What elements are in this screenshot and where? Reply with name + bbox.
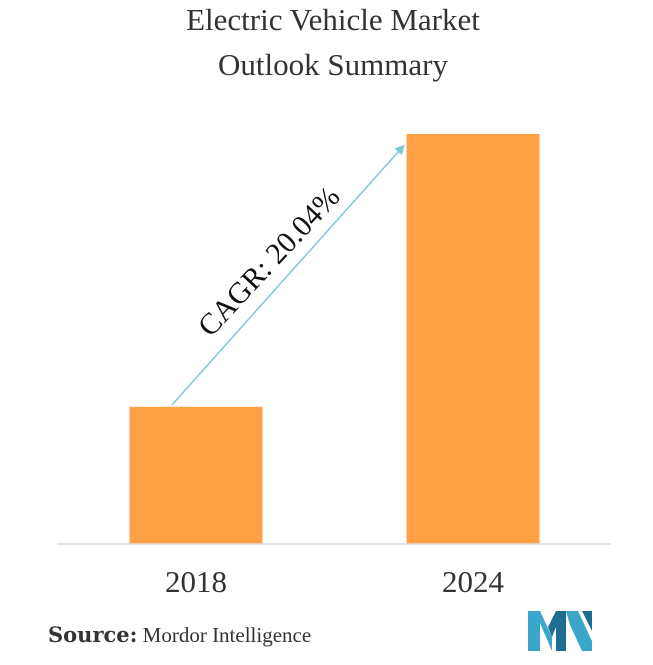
mordor-intelligence-logo-icon bbox=[528, 611, 592, 651]
chart-title-line-2: Outlook Summary bbox=[218, 47, 448, 82]
x-tick-label-2024: 2024 bbox=[442, 564, 505, 599]
cagr-annotation: CAGR: 20.04% bbox=[192, 180, 347, 343]
source-note: Source: Mordor Intelligence bbox=[48, 622, 311, 648]
bar-2024 bbox=[406, 133, 540, 544]
cagr-arrow bbox=[171, 144, 405, 406]
source-value: Mordor Intelligence bbox=[142, 623, 312, 647]
logo-shape-right bbox=[566, 611, 592, 651]
x-tick-label-2018: 2018 bbox=[165, 564, 227, 599]
logo-shape-far-right bbox=[582, 611, 592, 631]
logo-shape-mid bbox=[548, 611, 566, 651]
bar-2018 bbox=[129, 406, 263, 544]
logo-shape-left bbox=[528, 611, 552, 651]
chart-title-line-1: Electric Vehicle Market bbox=[186, 2, 480, 37]
source-label: Source: bbox=[48, 622, 138, 647]
